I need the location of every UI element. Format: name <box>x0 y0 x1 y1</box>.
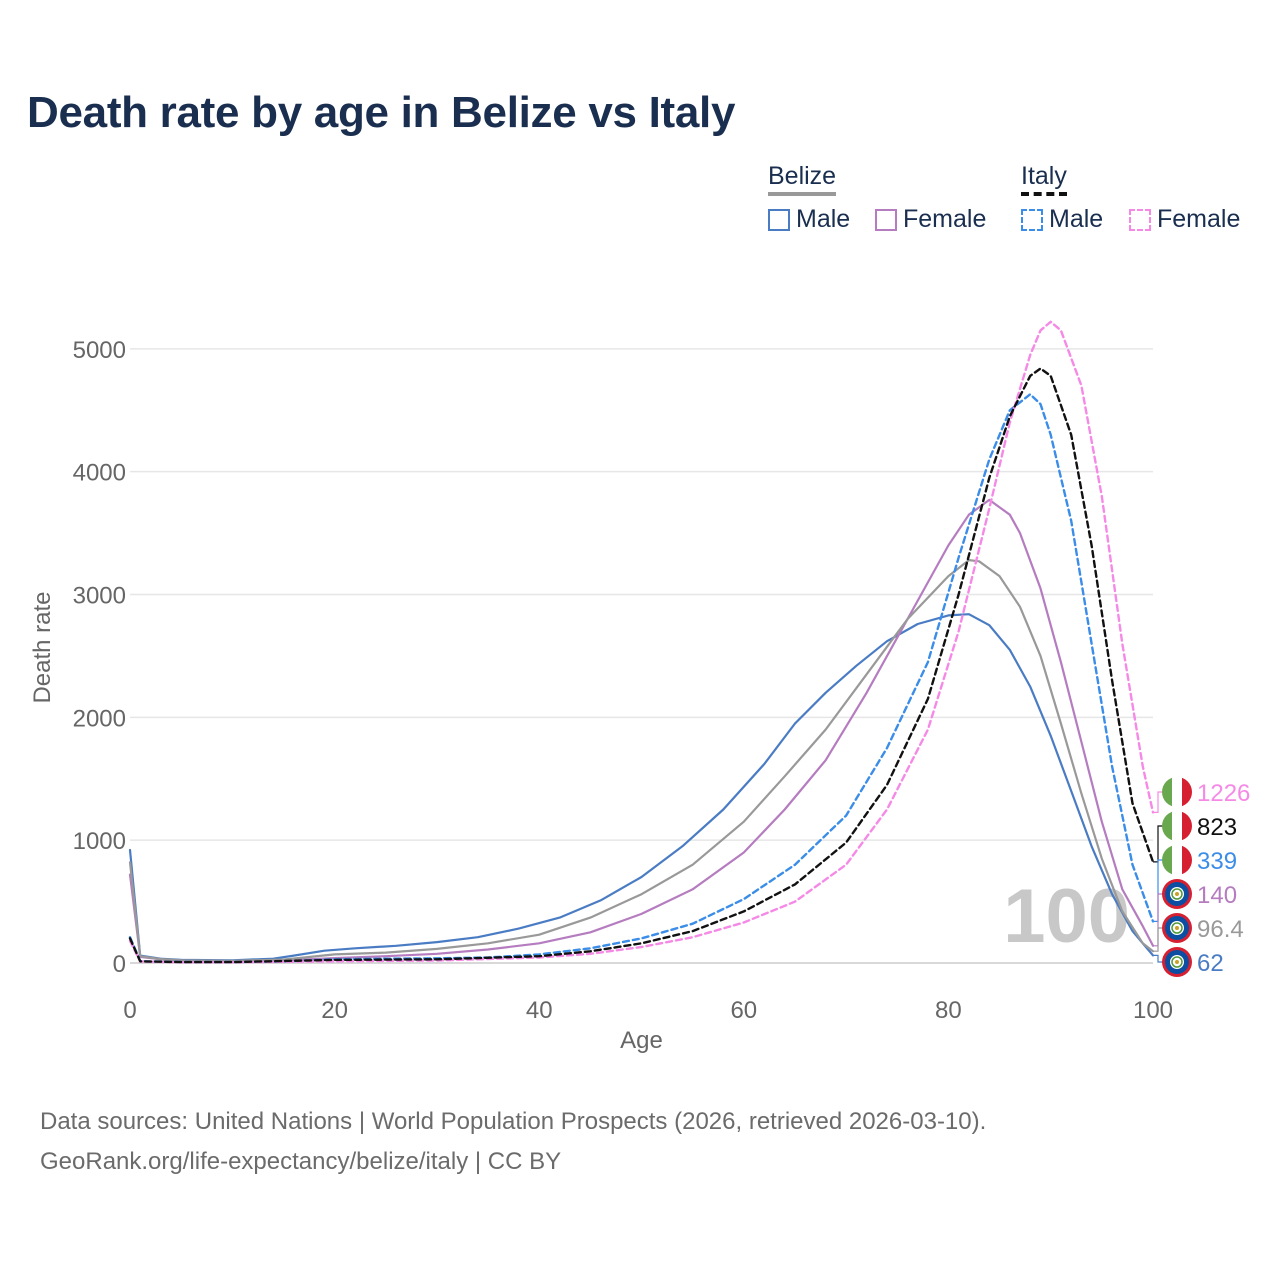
flag-stripe-red <box>1182 777 1192 807</box>
legend-group-belize-underline <box>768 192 837 196</box>
italy-flag-icon <box>1162 811 1192 841</box>
y-tick-label: 0 <box>113 951 126 978</box>
y-tick-label: 1000 <box>73 828 126 855</box>
flag-emblem-center <box>1175 892 1179 896</box>
flag-emblem-wreath <box>1171 922 1183 934</box>
end-label-connector <box>1153 791 1163 813</box>
legend-item-belize-female[interactable]: Female <box>875 205 986 234</box>
belize-flag-icon <box>1162 879 1192 909</box>
end-label-connector <box>1153 927 1163 952</box>
chart-area: 0 1000 2000 3000 4000 5000 0 20 40 60 80 100 Age Deat… <box>29 320 1250 1054</box>
end-label-value: 62 <box>1197 950 1224 977</box>
legend-label-italy-female: Female <box>1157 205 1241 233</box>
legend-swatch-belize-male <box>768 208 790 231</box>
series-line-belize_female <box>128 498 1155 963</box>
italy-flag-icon <box>1162 845 1192 875</box>
legend-item-belize-male[interactable]: Male <box>768 205 850 234</box>
belize-flag-icon <box>1162 947 1192 977</box>
flag-emblem-center <box>1175 960 1179 964</box>
end-label-connector <box>1153 893 1163 947</box>
legend-label-belize-female: Female <box>903 205 987 233</box>
footer-sources: Data sources: United Nations | World Pop… <box>40 1108 987 1135</box>
x-tick-label: 60 <box>730 997 757 1024</box>
legend-label-italy-male: Male <box>1049 205 1104 233</box>
end-label-value: 1226 <box>1197 780 1250 807</box>
end-label-value: 339 <box>1197 848 1237 875</box>
series-line-belize_total <box>128 559 1155 962</box>
x-axis-title: Age <box>620 1027 663 1054</box>
legend-item-italy-male[interactable]: Male <box>1021 205 1103 234</box>
legend-group-belize: Belize <box>768 162 837 196</box>
legend-group-italy: Italy <box>1021 162 1067 196</box>
series-line-belize_male <box>128 613 1155 962</box>
y-tick-label: 4000 <box>73 460 126 487</box>
legend-swatch-belize-female <box>875 208 897 231</box>
legend-label-belize-male: Male <box>796 205 851 233</box>
legend-swatch-italy-male <box>1021 208 1043 231</box>
flag-stripe-red <box>1182 811 1192 841</box>
flag-emblem-wreath <box>1171 888 1183 900</box>
flag-stripe-red <box>1182 845 1192 875</box>
legend-group-italy-underline <box>1021 192 1067 196</box>
italy-flag-icon <box>1162 777 1192 807</box>
y-axis-title: Death rate <box>29 591 56 703</box>
year-watermark: 100 <box>1003 874 1130 959</box>
end-label-connector <box>1153 859 1163 922</box>
legend-swatch-italy-female <box>1129 208 1151 231</box>
end-label-value: 96.4 <box>1197 916 1244 943</box>
flag-stripe-green <box>1162 811 1173 841</box>
y-tick-label: 5000 <box>73 337 126 364</box>
end-label-value: 823 <box>1197 814 1237 841</box>
flag-stripe-white <box>1172 777 1183 807</box>
flag-stripe-white <box>1172 811 1183 841</box>
end-label-value: 140 <box>1197 882 1237 909</box>
series-line-italy_female <box>128 320 1155 964</box>
footer-attribution[interactable]: GeoRank.org/life-expectancy/belize/italy… <box>40 1148 562 1175</box>
end-label-connector <box>1153 825 1163 863</box>
series-line-italy_total <box>128 367 1155 964</box>
y-tick-label: 3000 <box>73 583 126 610</box>
flag-emblem-wreath <box>1171 956 1183 968</box>
legend-item-italy-female[interactable]: Female <box>1129 205 1240 234</box>
flag-emblem-center <box>1175 926 1179 930</box>
legend-group-italy-label: Italy <box>1021 162 1067 190</box>
x-tick-label: 20 <box>321 997 348 1024</box>
belize-flag-icon <box>1162 913 1192 943</box>
flag-stripe-green <box>1162 845 1173 875</box>
end-label-connector <box>1153 954 1163 963</box>
x-tick-label: 0 <box>123 997 136 1024</box>
x-tick-label: 80 <box>935 997 962 1024</box>
y-tick-label: 2000 <box>73 705 126 732</box>
chart-title: Death rate by age in Belize vs Italy <box>27 88 736 137</box>
x-tick-label: 40 <box>526 997 553 1024</box>
x-tick-label: 100 <box>1133 997 1173 1024</box>
flag-stripe-green <box>1162 777 1173 807</box>
legend-group-belize-label: Belize <box>768 162 837 190</box>
flag-stripe-white <box>1172 845 1183 875</box>
